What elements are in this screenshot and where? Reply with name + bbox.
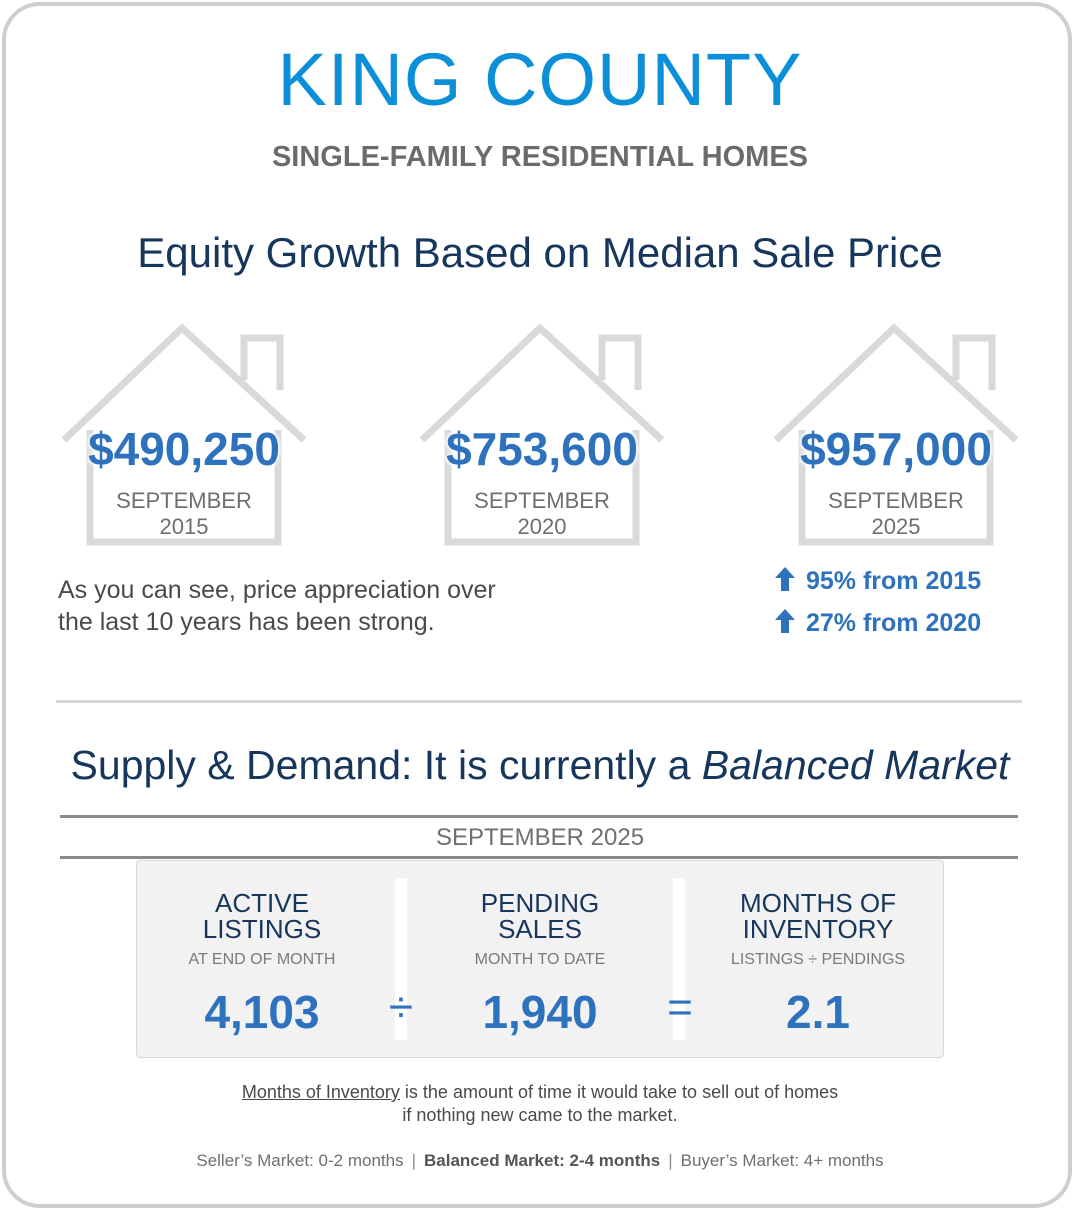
definition-text: is the amount of time it would take to s… — [399, 1082, 839, 1102]
stat-sublabel: AT END OF MONTH — [188, 951, 336, 968]
price-year: 2025 — [871, 514, 921, 539]
median-price: $753,600 — [446, 423, 638, 475]
appreciation-line: the last 10 years has been strong. — [58, 608, 435, 636]
stat-label: MONTHS OF — [740, 888, 896, 918]
sellers-market-range: Seller’s Market: 0-2 months — [196, 1151, 404, 1170]
section-divider — [56, 700, 1022, 703]
appreciation-line: As you can see, price appreciation over — [58, 576, 496, 604]
scale-separator: | — [411, 1151, 417, 1170]
growth-text: 95% from 2015 — [806, 567, 982, 595]
equity-heading: Equity Growth Based on Median Sale Price — [137, 229, 943, 276]
bottom-rule — [60, 856, 1018, 859]
price-year: 2015 — [159, 514, 209, 539]
pending-sales-stat: PENDING SALES MONTH TO DATE 1,940 — [415, 890, 665, 1038]
house-card-2015: $490,250 SEPTEMBER 2015 — [54, 320, 314, 550]
median-price: $957,000 — [800, 423, 992, 475]
appreciation-text: As you can see, price appreciation over … — [58, 574, 618, 638]
market-status: Balanced Market — [701, 742, 1010, 788]
house-outline-icon — [773, 323, 1019, 546]
house-card-2020: $753,600 SEPTEMBER 2020 — [412, 320, 672, 550]
stat-label: ACTIVE — [215, 888, 309, 918]
growth-text: 27% from 2020 — [806, 609, 982, 637]
stat-label: SALES — [498, 914, 582, 944]
stat-value: 4,103 — [204, 986, 320, 1038]
definition-term: Months of Inventory — [241, 1082, 400, 1102]
house-card-2025: $957,000 SEPTEMBER 2025 — [766, 320, 1026, 550]
stats-panel — [136, 860, 944, 1058]
active-listings-stat: ACTIVE LISTINGS AT END OF MONTH 4,103 — [137, 890, 387, 1038]
equals-symbol: = — [667, 983, 693, 1032]
column-separator — [673, 878, 685, 1040]
definition-text: if nothing new came to the market. — [402, 1105, 678, 1125]
price-month: SEPTEMBER — [828, 488, 964, 513]
price-month: SEPTEMBER — [116, 488, 252, 513]
price-month: SEPTEMBER — [474, 488, 610, 513]
stat-sublabel: LISTINGS ÷ PENDINGS — [730, 951, 906, 968]
house-outline-icon — [419, 323, 665, 546]
stat-value: 1,940 — [482, 986, 598, 1038]
stat-label: PENDING — [480, 888, 600, 918]
balanced-market-range: Balanced Market: 2-4 months — [424, 1151, 661, 1170]
stat-value: 2.1 — [786, 986, 850, 1038]
buyers-market-range: Buyer’s Market: 4+ months — [680, 1151, 884, 1170]
period-label: SEPTEMBER 2025 — [435, 824, 645, 851]
price-year: 2020 — [517, 514, 567, 539]
growth-stat-2015: 95% from 2015 — [774, 566, 981, 596]
growth-stat-2020: 27% from 2020 — [774, 608, 981, 638]
median-price: $490,250 — [88, 423, 280, 475]
supply-heading-prefix: Supply & Demand: It is currently a — [70, 742, 702, 788]
house-outline-icon — [61, 323, 307, 546]
top-rule — [60, 815, 1018, 818]
stat-label: LISTINGS — [202, 914, 322, 944]
divide-symbol: ÷ — [388, 983, 414, 1032]
stat-label: INVENTORY — [742, 914, 894, 944]
page-subtitle: SINGLE-FAMILY RESIDENTIAL HOMES — [271, 141, 809, 173]
supply-heading: Supply & Demand: It is currently a Balan… — [0, 740, 1080, 790]
inventory-definition: Months of Inventory is the amount of tim… — [0, 1081, 1080, 1127]
months-of-inventory-stat: MONTHS OF INVENTORY LISTINGS ÷ PENDINGS … — [693, 890, 943, 1038]
page-title: KING COUNTY — [277, 38, 803, 121]
stat-sublabel: MONTH TO DATE — [474, 951, 606, 968]
column-separator — [395, 878, 407, 1040]
scale-separator: | — [668, 1151, 673, 1170]
up-arrow-icon — [775, 567, 795, 591]
up-arrow-icon — [775, 609, 795, 633]
market-scale: Seller’s Market: 0-2 months | Balanced Mar… — [0, 1150, 1080, 1172]
